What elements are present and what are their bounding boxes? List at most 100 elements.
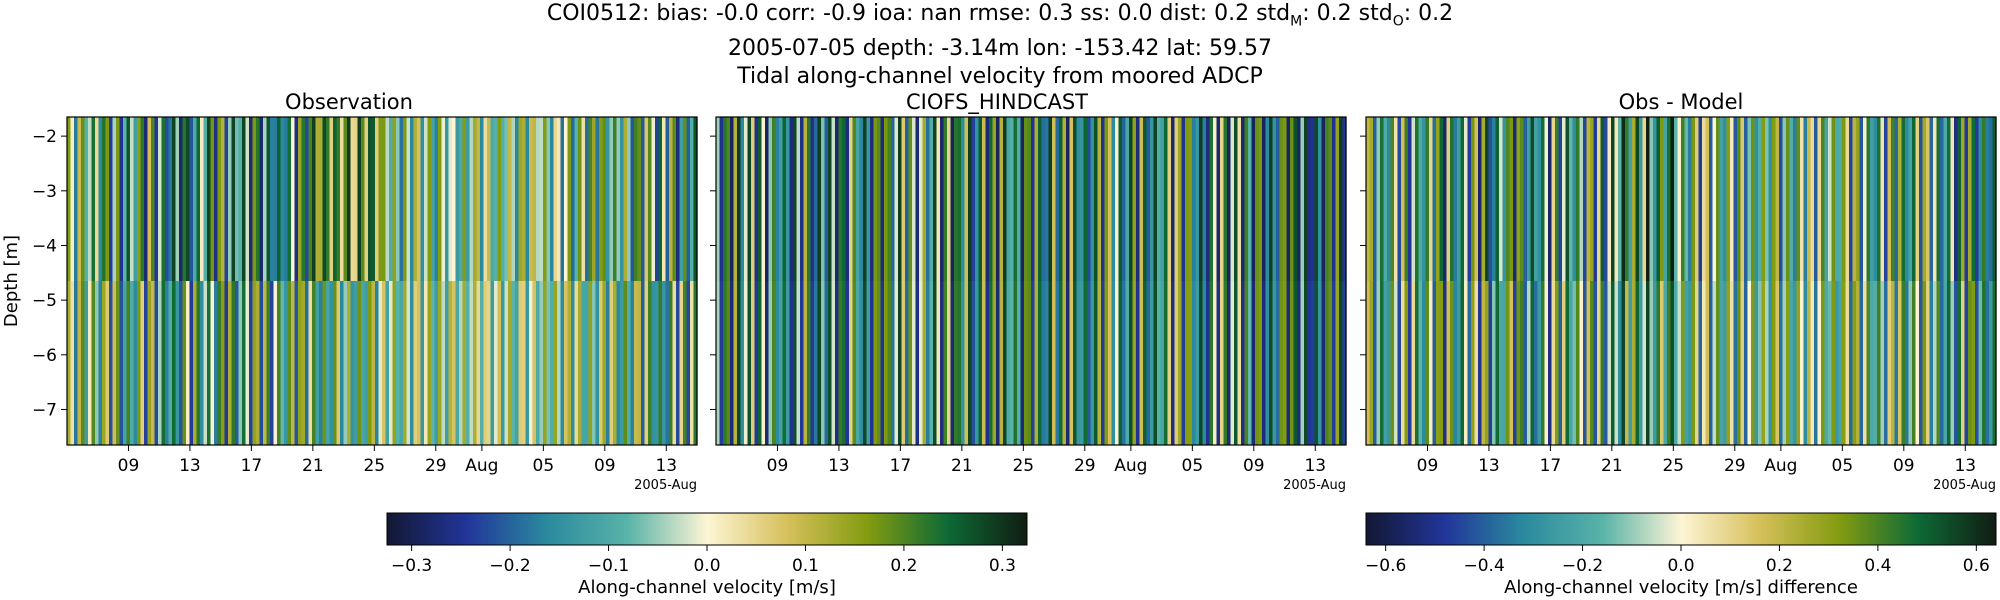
y-tick-label: −6 bbox=[32, 346, 57, 366]
heatmap-cell bbox=[1492, 281, 1497, 445]
heatmap-cell bbox=[1432, 117, 1437, 281]
x-tick-label: 25 bbox=[1012, 456, 1034, 476]
heatmap-cell bbox=[102, 281, 107, 445]
heatmap-cell bbox=[1425, 281, 1430, 445]
heatmap-cell bbox=[1863, 117, 1868, 281]
heatmap-cell bbox=[102, 117, 107, 281]
heatmap-cell bbox=[67, 281, 72, 445]
heatmap-cell bbox=[1415, 117, 1420, 281]
heatmap-cell bbox=[406, 117, 411, 281]
heatmap-cell bbox=[1418, 117, 1423, 281]
heatmap-cell bbox=[936, 117, 941, 281]
heatmap-cell bbox=[1251, 117, 1256, 281]
heatmap-cell bbox=[77, 281, 82, 445]
heatmap-cell bbox=[1286, 281, 1291, 445]
heatmap-cell bbox=[151, 117, 156, 281]
heatmap-cell bbox=[1328, 281, 1333, 445]
heatmap-cell bbox=[112, 117, 117, 281]
heatmap-cell bbox=[870, 281, 875, 445]
heatmap-cell bbox=[431, 117, 436, 281]
heatmap-cell bbox=[1090, 117, 1095, 281]
heatmap-cell bbox=[1926, 117, 1931, 281]
heatmap-cell bbox=[245, 281, 250, 445]
heatmap-cell bbox=[1076, 117, 1081, 281]
heatmap-cell bbox=[726, 281, 731, 445]
heatmap-cell bbox=[1457, 117, 1462, 281]
heatmap-cell bbox=[992, 117, 997, 281]
heatmap-cell bbox=[543, 281, 548, 445]
heatmap-cell bbox=[985, 117, 990, 281]
heatmap-cell bbox=[1796, 117, 1801, 281]
heatmap-cell bbox=[98, 281, 103, 445]
heatmap-cell bbox=[1485, 117, 1490, 281]
heatmap-cell bbox=[623, 281, 628, 445]
heatmap-cell bbox=[1523, 281, 1528, 445]
heatmap-cell bbox=[1471, 281, 1476, 445]
heatmap-cell bbox=[1181, 281, 1186, 445]
heatmap-cell bbox=[382, 281, 387, 445]
heatmap-cell bbox=[613, 117, 618, 281]
heatmap-cell bbox=[648, 281, 653, 445]
heatmap-cell bbox=[1933, 281, 1938, 445]
heatmap-cell bbox=[1230, 281, 1235, 445]
heatmap-cell bbox=[1530, 281, 1535, 445]
heatmap-cell bbox=[280, 281, 285, 445]
heatmap-cell bbox=[926, 117, 931, 281]
heatmap-cell bbox=[221, 117, 226, 281]
heatmap-cell bbox=[1698, 117, 1703, 281]
heatmap-cell bbox=[347, 117, 352, 281]
heatmap-cell bbox=[1383, 117, 1388, 281]
heatmap-cell bbox=[950, 281, 955, 445]
heatmap-cell bbox=[165, 281, 170, 445]
heatmap-cell bbox=[772, 281, 777, 445]
heatmap-cell bbox=[1052, 117, 1057, 281]
heatmap-cell bbox=[982, 281, 987, 445]
heatmap-cell bbox=[1276, 117, 1281, 281]
heatmap-cell bbox=[445, 117, 450, 281]
x-tick-label: Aug bbox=[465, 456, 498, 476]
heatmap-cell bbox=[919, 117, 924, 281]
heatmap-cell bbox=[1835, 281, 1840, 445]
heatmap-cell bbox=[1265, 281, 1270, 445]
heatmap-cell bbox=[1810, 117, 1815, 281]
heatmap-cell bbox=[1132, 281, 1137, 445]
heatmap-cell bbox=[375, 117, 380, 281]
heatmap-cell bbox=[1321, 117, 1326, 281]
heatmap-cell bbox=[634, 281, 639, 445]
heatmap-cell bbox=[1118, 281, 1123, 445]
colorbar-tick-label: 0.2 bbox=[1766, 556, 1793, 576]
heatmap-cell bbox=[1062, 281, 1067, 445]
heatmap-cell bbox=[1167, 281, 1172, 445]
heatmap-cell bbox=[319, 281, 324, 445]
heatmap-cell bbox=[740, 281, 745, 445]
heatmap-cell bbox=[817, 281, 822, 445]
x-axis-model: 09 13 17 21 25 29 Aug 05 09 13 bbox=[767, 445, 1326, 476]
x-tick-label: 09 bbox=[1243, 456, 1265, 476]
heatmap-cell bbox=[1408, 281, 1413, 445]
heatmap-cell bbox=[1192, 281, 1197, 445]
heatmap-cell bbox=[1474, 281, 1479, 445]
heatmap-cell bbox=[455, 117, 460, 281]
heatmap-cell bbox=[814, 117, 819, 281]
y-tick-label: −3 bbox=[32, 182, 57, 202]
heatmap-cell bbox=[1611, 281, 1616, 445]
heatmap-cell bbox=[1789, 117, 1794, 281]
heatmap-cell bbox=[1027, 117, 1032, 281]
heatmap-cell bbox=[1213, 281, 1218, 445]
heatmap-cell bbox=[1066, 117, 1071, 281]
heatmap-cell bbox=[434, 281, 439, 445]
heatmap-cell bbox=[1747, 117, 1752, 281]
heatmap-cell bbox=[1013, 281, 1018, 445]
heatmap-cell bbox=[690, 281, 695, 445]
heatmap-cell bbox=[189, 117, 194, 281]
heatmap-cell bbox=[1919, 117, 1924, 281]
heatmap-cell bbox=[1933, 117, 1938, 281]
heatmap-cell bbox=[947, 117, 952, 281]
heatmap-cell bbox=[1506, 281, 1511, 445]
heatmap-cell bbox=[1849, 117, 1854, 281]
heatmap-cell bbox=[1251, 281, 1256, 445]
heatmap-cell bbox=[1705, 281, 1710, 445]
heatmap-cell bbox=[1017, 117, 1022, 281]
heatmap-cell bbox=[1073, 117, 1078, 281]
heatmap-cell bbox=[518, 117, 523, 281]
